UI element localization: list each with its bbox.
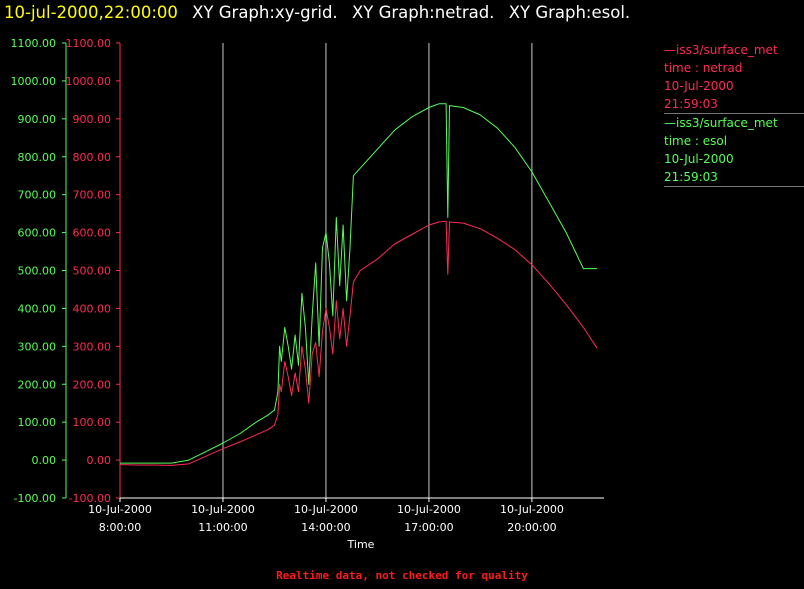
y-tick-label-esol: 1100.00 [11,37,57,50]
y-tick-label-netrad: 400.00 [73,302,112,315]
series-line-netrad [119,220,598,466]
y-tick-label-netrad: 600.00 [73,227,112,240]
y-tick-label-netrad: 300.00 [73,340,112,353]
legend-esol-variable: time : esol [664,134,728,148]
y-tick-label-netrad: 200.00 [73,378,112,391]
y-tick-label-netrad: 500.00 [73,265,112,278]
legend-esol-date: 10-Jul-2000 [664,152,734,166]
title-timestamp: 10-jul-2000,22:00:00 [4,3,178,22]
x-tick-label-date: 10-Jul-2000 [88,503,152,516]
legend-esol-source: —iss3/surface_met [664,116,778,130]
y-tick-label-netrad: 1000.00 [66,75,112,88]
y-tick-label-netrad: 900.00 [73,113,112,126]
y-tick-label-netrad: 1100.00 [66,37,112,50]
title-bar: 10-jul-2000,22:00:00 XY Graph:xy-grid. X… [4,1,630,27]
legend-esol-time: 21:59:03 [664,170,718,184]
x-tick-label-date: 10-Jul-2000 [191,503,255,516]
x-tick-label-time: 17:00:00 [404,521,453,534]
tick-labels: -100.00 -100.00 0.00 0.00 100.00 100.00 200.00… [11,37,564,551]
x-tick-label-date: 10-Jul-2000 [500,503,564,516]
y-tick-label-esol: 900.00 [18,113,57,126]
y-tick-label-esol: -100.00 [14,492,56,505]
y-tick-label-netrad: 100.00 [73,416,112,429]
y-tick-label-esol: 0.00 [32,454,57,467]
x-tick-label-date: 10-Jul-2000 [294,503,358,516]
y-tick-label-esol: 300.00 [18,340,57,353]
y-tick-label-esol: 700.00 [18,189,57,202]
y-tick-label-esol: 400.00 [18,302,57,315]
legend-netrad-source: —iss3/surface_met [664,43,778,57]
x-tick-label-time: 14:00:00 [301,521,350,534]
y-tick-label-esol: 600.00 [18,227,57,240]
y-tick-label-esol: 800.00 [18,151,57,164]
y-tick-label-netrad: 700.00 [73,189,112,202]
legend-entry-esol: —iss3/surface_met time : esol 10-Jul-200… [664,114,804,187]
x-tick-label-time: 11:00:00 [198,521,247,534]
y-tick-label-esol: 500.00 [18,265,57,278]
x-tick-label-date: 10-Jul-2000 [397,503,461,516]
legend: —iss3/surface_met time : netrad 10-Jul-2… [664,41,804,187]
y-tick-label-esol: 100.00 [18,416,57,429]
legend-netrad-time: 21:59:03 [664,97,718,111]
legend-entry-netrad: —iss3/surface_met time : netrad 10-Jul-2… [664,41,804,114]
series-line-esol [120,103,598,464]
vertical-grid [222,43,533,498]
series-lines [119,103,598,466]
x-tick-label-time: 8:00:00 [99,521,141,534]
legend-netrad-date: 10-Jul-2000 [664,79,734,93]
x-axis-label: Time [347,538,375,551]
y-tick-label-esol: 1000.00 [11,75,57,88]
legend-netrad-variable: time : netrad [664,61,743,75]
y-tick-label-esol: 200.00 [18,378,57,391]
x-tick-label-time: 20:00:00 [507,521,556,534]
title-graph-netrad: XY Graph:netrad. [351,3,495,22]
axes [62,42,604,502]
y-tick-label-netrad: 0.00 [87,454,112,467]
y-tick-label-netrad: -100.00 [69,492,111,505]
y-tick-label-netrad: 800.00 [73,151,112,164]
title-graph-xy-grid: XY Graph:xy-grid. [192,3,338,22]
quality-warning: Realtime data, not checked for quality [276,569,528,582]
title-graph-esol: XY Graph:esol. [508,3,631,22]
